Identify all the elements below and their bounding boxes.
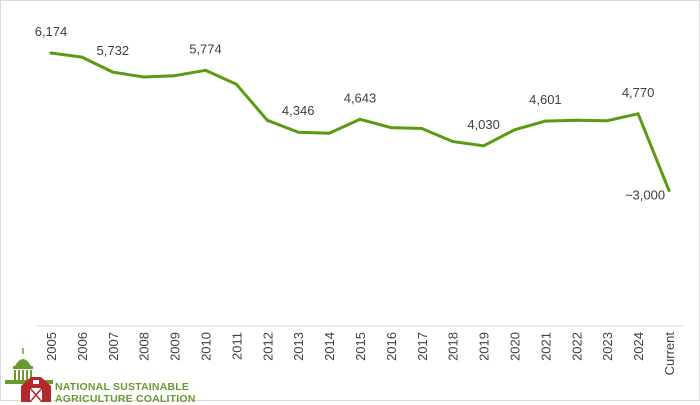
data-point-2022: [574, 118, 578, 122]
data-label-2019: 4,030: [467, 117, 500, 132]
x-tick-label-2012: 2012: [260, 332, 275, 361]
capitol-barn-logo-icon: [5, 348, 53, 402]
data-point-2023: [605, 119, 609, 123]
x-axis: 2005 2006 2007 2008 2009 2010 2011 2012 2013 2014…: [36, 325, 684, 376]
x-tick-label-2013: 2013: [291, 332, 306, 361]
data-point-2015: [358, 117, 362, 121]
x-tick-label-2008: 2008: [137, 332, 152, 361]
x-tick-label-2022: 2022: [569, 332, 584, 361]
x-tick-label-current: Current: [662, 332, 677, 376]
data-label-2013: 4,346: [282, 103, 315, 118]
x-tick-label-2009: 2009: [168, 332, 183, 361]
data-point-2021: [543, 119, 547, 123]
data-point-2014: [327, 131, 331, 135]
data-point-2007: [111, 70, 115, 74]
x-tick-label-2005: 2005: [44, 332, 59, 361]
x-tick-label-2010: 2010: [199, 332, 214, 361]
data-label-2024: 4,770: [622, 85, 655, 100]
x-tick-label-2016: 2016: [384, 332, 399, 361]
x-tick-label-2023: 2023: [600, 332, 615, 361]
data-point-2020: [513, 128, 516, 132]
data-point-2012: [265, 118, 269, 122]
data-point-2013: [296, 130, 300, 134]
data-point-2016: [389, 126, 393, 130]
data-point-2005: [49, 51, 53, 55]
data-point-2008: [142, 75, 146, 79]
x-tick-label-2011: 2011: [229, 332, 244, 360]
data-point-2019: [482, 144, 486, 148]
data-point-current: [667, 188, 671, 192]
data-label-2015: 4,643: [344, 90, 377, 105]
logo-text-line2: AGRICULTURE COALITION: [55, 393, 196, 405]
x-tick-label-2019: 2019: [477, 332, 492, 361]
x-tick-label-2018: 2018: [446, 332, 461, 361]
data-label-2010: 5,774: [189, 41, 222, 56]
data-point-2018: [451, 140, 455, 144]
series-layer: [49, 51, 671, 192]
data-label-2005: 6,174: [35, 24, 68, 39]
x-tick-label-2020: 2020: [508, 332, 523, 361]
data-point-2017: [420, 127, 424, 131]
data-label-2021: 4,601: [529, 92, 562, 107]
data-label-2007: 5,732: [97, 43, 130, 58]
data-point-2009: [173, 74, 177, 78]
data-point-2024: [636, 112, 640, 116]
data-label-current: ~3,000: [625, 187, 665, 202]
x-tick-label-2017: 2017: [415, 332, 430, 361]
x-tick-label-2024: 2024: [631, 332, 646, 361]
data-point-2006: [80, 55, 84, 59]
nsac-logo: NATIONAL SUSTAINABLE AGRICULTURE COALITI…: [3, 346, 203, 405]
data-point-2010: [204, 68, 207, 72]
x-tick-label-2014: 2014: [322, 332, 337, 361]
x-tick-label-2021: 2021: [538, 332, 553, 361]
x-tick-label-2015: 2015: [353, 332, 368, 361]
x-tick-label-2006: 2006: [75, 332, 90, 361]
x-tick-label-2007: 2007: [106, 332, 121, 361]
logo-text-line1: NATIONAL SUSTAINABLE: [55, 381, 190, 393]
data-labels-layer: 6,174 5,732 5,774 4,346 4,643 4,030 4,601 4,770…: [35, 24, 665, 202]
data-point-2011: [234, 82, 238, 86]
